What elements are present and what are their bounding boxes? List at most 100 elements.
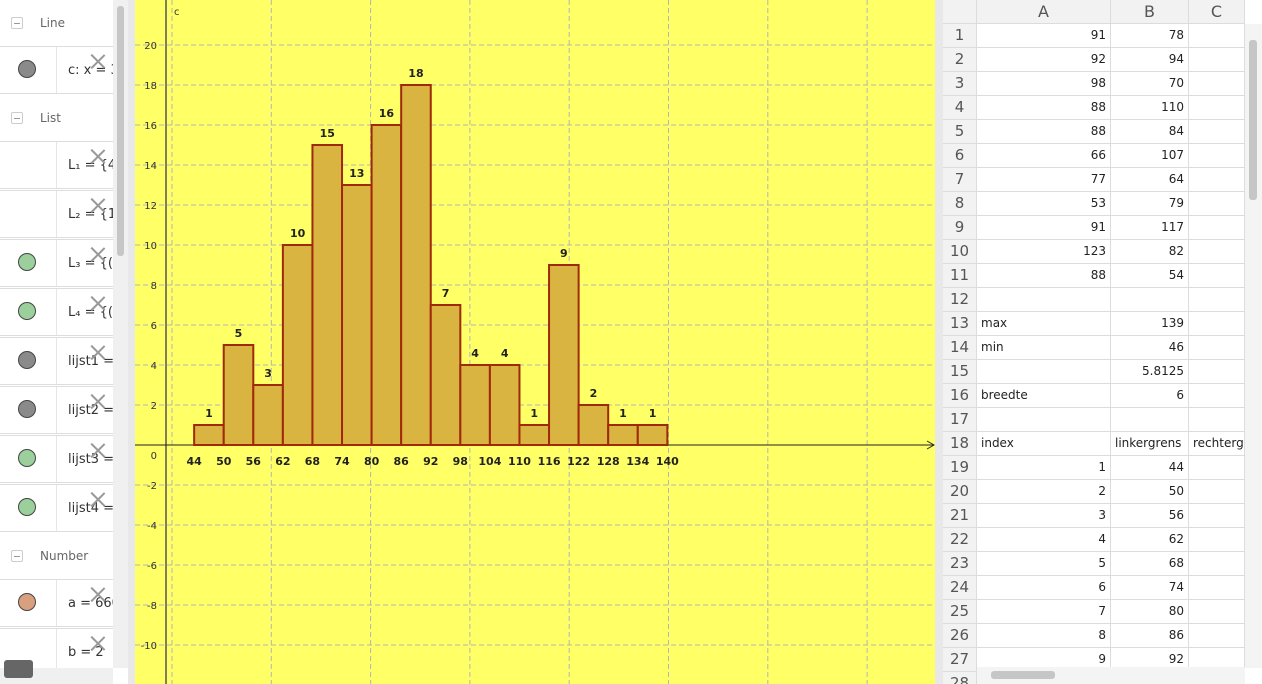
row-header[interactable]: 6 [943,144,977,168]
algebra-item[interactable]: lijst4 = [0,484,113,532]
row-header[interactable]: 10 [943,240,977,264]
cell[interactable] [1189,240,1245,264]
cell[interactable]: 92 [977,48,1111,72]
visibility-cell[interactable] [0,629,57,675]
cell[interactable]: 88 [977,120,1111,144]
cell[interactable] [1189,528,1245,552]
cell[interactable] [1189,576,1245,600]
algebra-item[interactable]: lijst2 = [0,386,113,434]
cell[interactable] [1111,408,1189,432]
row-header[interactable]: 11 [943,264,977,288]
cell[interactable]: 107 [1111,144,1189,168]
cell[interactable]: 46 [1111,336,1189,360]
cell[interactable]: 6 [977,576,1111,600]
cell[interactable]: 54 [1111,264,1189,288]
cell[interactable]: 2 [977,480,1111,504]
row-header[interactable]: 16 [943,384,977,408]
cell[interactable]: 70 [1111,72,1189,96]
delete-button[interactable] [90,635,106,651]
row-header[interactable]: 25 [943,600,977,624]
row-header[interactable]: 28 [943,672,977,684]
cell[interactable]: 98 [977,72,1111,96]
cell[interactable]: 88 [977,264,1111,288]
algebra-item[interactable]: L₂ = {1 [0,190,113,238]
row-header[interactable]: 20 [943,480,977,504]
collapse-toggle[interactable] [11,112,23,124]
delete-button[interactable] [90,295,106,311]
visibility-toggle[interactable] [18,60,36,78]
group-header[interactable]: Number [0,533,113,581]
cell[interactable]: 79 [1111,192,1189,216]
cell[interactable]: 62 [1111,528,1189,552]
cell[interactable]: 53 [977,192,1111,216]
cell[interactable] [1189,504,1245,528]
cell[interactable]: 50 [1111,480,1189,504]
cell[interactable]: 4 [977,528,1111,552]
cell[interactable] [1189,48,1245,72]
visibility-cell[interactable] [0,338,57,384]
row-header[interactable]: 8 [943,192,977,216]
scroll-thumb[interactable] [991,671,1055,679]
cell[interactable] [1189,312,1245,336]
cell[interactable]: index [977,432,1111,456]
cell[interactable] [1189,216,1245,240]
cell[interactable]: 7 [977,600,1111,624]
visibility-toggle[interactable] [18,593,36,611]
delete-button[interactable] [90,246,106,262]
visibility-cell[interactable] [0,580,57,626]
cell[interactable]: 117 [1111,216,1189,240]
row-header[interactable]: 27 [943,648,977,672]
cell[interactable] [1189,96,1245,120]
cell[interactable] [1189,600,1245,624]
scrollbar[interactable] [977,667,1245,684]
delete-button[interactable] [90,393,106,409]
cell[interactable] [977,408,1111,432]
cell[interactable]: 64 [1111,168,1189,192]
visibility-toggle[interactable] [18,253,36,271]
cell[interactable] [1189,384,1245,408]
cell[interactable]: 6 [1111,384,1189,408]
cell[interactable]: 94 [1111,48,1189,72]
visibility-toggle[interactable] [18,302,36,320]
column-header[interactable]: C [1189,0,1245,24]
column-header[interactable]: A [977,0,1111,24]
row-header[interactable]: 7 [943,168,977,192]
group-header[interactable]: Line [0,0,113,48]
cell[interactable]: 82 [1111,240,1189,264]
cell[interactable]: 80 [1111,600,1189,624]
scroll-thumb[interactable] [117,6,124,256]
cell[interactable] [1189,480,1245,504]
cell[interactable]: 123 [977,240,1111,264]
visibility-cell[interactable] [0,387,57,433]
algebra-item[interactable]: a = 660 [0,579,113,627]
cell[interactable] [1189,144,1245,168]
cell[interactable] [1189,192,1245,216]
cell[interactable]: 68 [1111,552,1189,576]
visibility-cell[interactable] [0,485,57,531]
cell[interactable]: linkergrens [1111,432,1189,456]
delete-button[interactable] [90,148,106,164]
group-header[interactable]: List [0,95,113,143]
visibility-toggle[interactable] [18,449,36,467]
cell[interactable]: 110 [1111,96,1189,120]
row-header[interactable]: 23 [943,552,977,576]
cell[interactable]: breedte [977,384,1111,408]
cell[interactable]: max [977,312,1111,336]
collapse-toggle[interactable] [11,550,23,562]
cell[interactable] [1189,552,1245,576]
visibility-toggle[interactable] [18,351,36,369]
algebra-item[interactable]: L₃ = {( [0,239,113,287]
cell[interactable]: 77 [977,168,1111,192]
cell[interactable] [1189,360,1245,384]
visibility-toggle[interactable] [18,400,36,418]
column-header[interactable]: B [1111,0,1189,24]
row-header[interactable]: 17 [943,408,977,432]
row-header[interactable]: 26 [943,624,977,648]
algebra-item[interactable]: lijst1 = [0,337,113,385]
cell[interactable]: 74 [1111,576,1189,600]
row-header[interactable]: 4 [943,96,977,120]
row-header[interactable]: 22 [943,528,977,552]
cell[interactable]: rechtergr [1189,432,1245,456]
cell[interactable]: 78 [1111,24,1189,48]
algebra-item[interactable]: lijst3 = [0,435,113,483]
